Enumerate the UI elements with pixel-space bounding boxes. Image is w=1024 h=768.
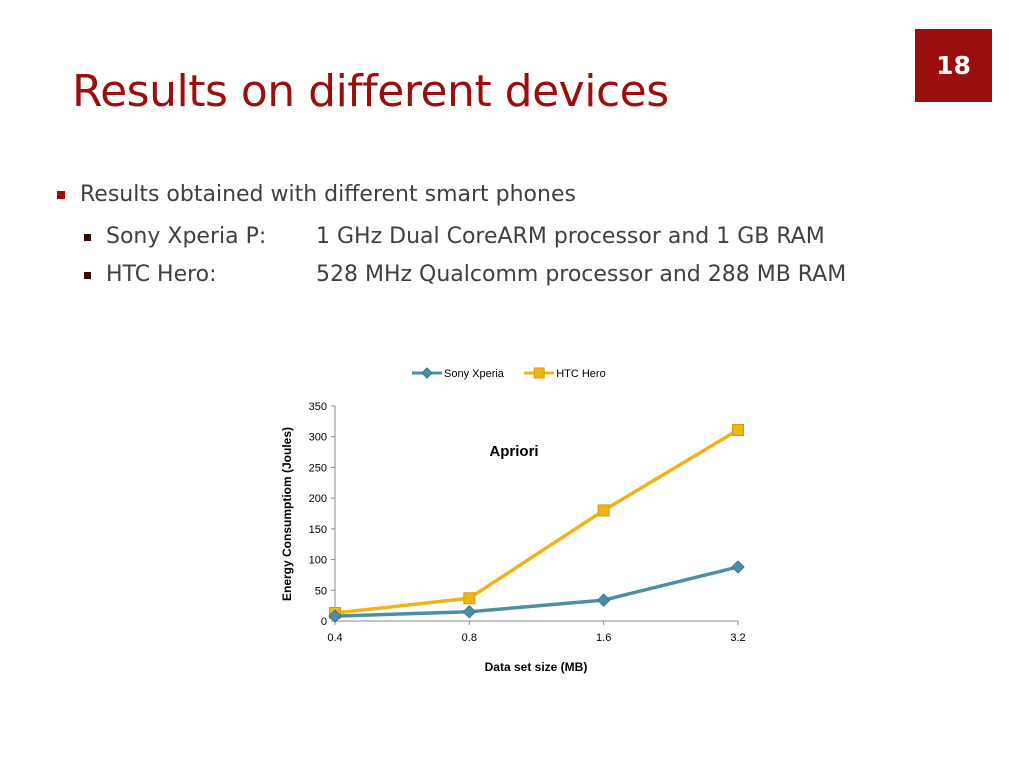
bullet-device-sony: Sony Xperia P: 1 GHz Dual CoreARM proces… <box>84 224 825 249</box>
slide-number: 18 <box>915 29 992 102</box>
bullet-main: Results obtained with different smart ph… <box>57 182 576 207</box>
chart-marks <box>328 423 745 623</box>
htc-hero-point <box>463 592 476 605</box>
bullet-marker <box>84 234 91 241</box>
bullet-marker <box>84 272 91 279</box>
slide-title: Results on different devices <box>72 66 669 117</box>
bullet-marker <box>57 191 65 199</box>
x-tick-label: 0.8 <box>462 632 477 644</box>
y-tick-label: 250 <box>309 462 327 474</box>
y-tick-label: 350 <box>309 401 327 413</box>
y-axis-label: Energy Consumptiom (Joules) <box>280 427 294 601</box>
y-tick-label: 0 <box>321 616 327 628</box>
sony-xperia-series-line <box>334 565 739 618</box>
bullet-main-text: Results obtained with different smart ph… <box>80 182 576 207</box>
chart-title: Apriori <box>489 443 538 460</box>
legend-swatch-marker <box>533 367 545 379</box>
htc-hero-point <box>732 423 744 436</box>
y-tick-label: 50 <box>315 585 327 597</box>
energy-chart-svg: Sony Xperia HTC Hero Apriori 0 50 100 150 200… <box>280 367 746 674</box>
legend-item-sony-xperia: Sony Xperia <box>412 367 505 380</box>
sony-xperia-point <box>462 605 477 619</box>
device-spec: 528 MHz Qualcomm processor and 288 MB RA… <box>316 262 847 287</box>
sony-xperia-point <box>596 593 611 607</box>
sony-xperia-point <box>731 560 745 574</box>
x-tick-label: 0.4 <box>327 632 342 644</box>
chart-axes: 0 50 100 150 200 250 300 350 0.4 0.8 1.6 3.2 <box>309 401 746 644</box>
htc-hero-point <box>597 504 610 517</box>
device-name: Sony Xperia P: <box>106 224 267 249</box>
y-tick-label: 300 <box>309 432 327 444</box>
legend-item-htc-hero: HTC Hero <box>524 367 606 380</box>
legend-label: Sony Xperia <box>444 368 505 380</box>
device-name: HTC Hero: <box>106 262 217 287</box>
device-spec: 1 GHz Dual CoreARM processor and 1 GB RA… <box>316 224 825 249</box>
chart-legend: Sony Xperia HTC Hero <box>412 367 606 380</box>
y-tick-label: 100 <box>309 555 327 567</box>
bullet-device-htc: HTC Hero: 528 MHz Qualcomm processor and… <box>84 262 846 287</box>
x-tick-label: 1.6 <box>596 632 611 644</box>
y-tick-label: 150 <box>309 524 327 536</box>
legend-swatch-marker <box>421 367 433 379</box>
legend-label: HTC Hero <box>556 368 606 380</box>
sony-xperia-point <box>328 609 342 623</box>
htc-hero-series-line <box>334 428 739 615</box>
x-tick-label: 3.2 <box>730 632 745 644</box>
x-axis-label: Data set size (MB) <box>485 660 588 674</box>
energy-chart: Sony Xperia HTC Hero Apriori 0 50 100 150 200… <box>270 355 760 685</box>
y-tick-label: 200 <box>309 493 327 505</box>
